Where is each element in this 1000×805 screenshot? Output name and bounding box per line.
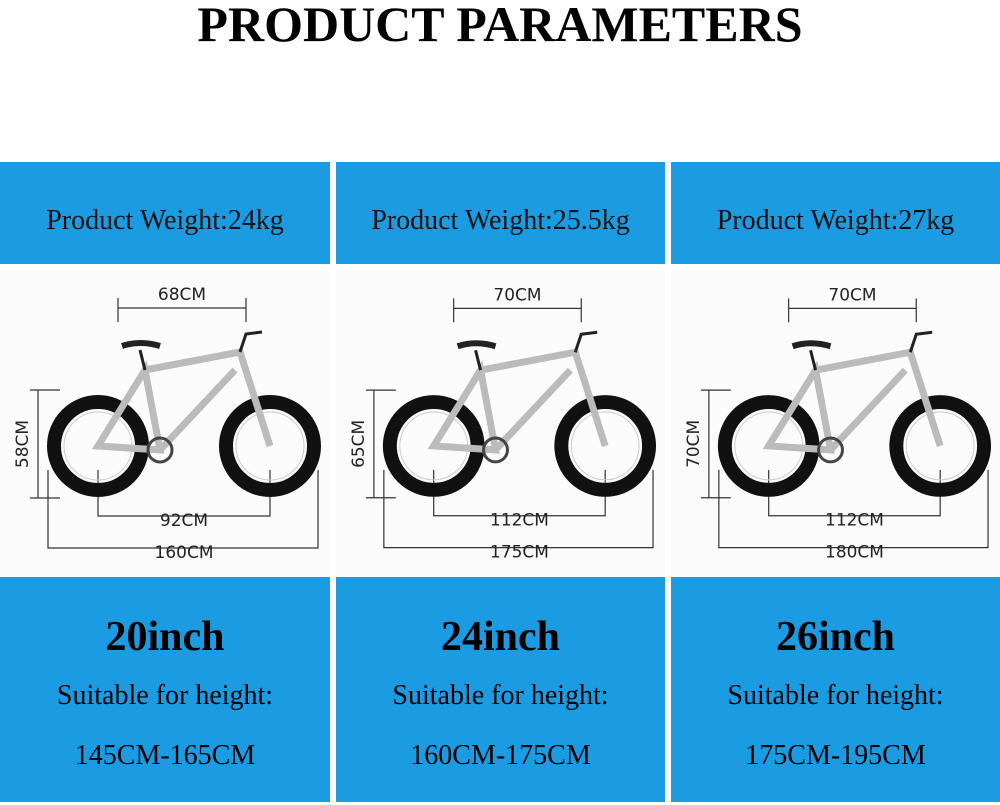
total-length-label: 180CM [825, 542, 884, 562]
bike-dimension-image: 68CM 58CM 92CM 160CM [0, 270, 330, 576]
wheel-size: 26inch [775, 614, 896, 660]
suitable-label: Suitable for height: [56, 680, 274, 711]
product-weight: Product Weight:25.5kg [371, 205, 630, 236]
top-length-label: 70CM [828, 284, 876, 304]
suitable-label: Suitable for height: [727, 680, 944, 711]
top-length-label: 68CM [158, 285, 206, 305]
total-length-label: 175CM [490, 542, 549, 562]
size-banner: 24inch Suitable for height: 160CM-175CM [336, 577, 665, 802]
height-label: 70CM [683, 420, 703, 468]
wheelbase-label: 112CM [490, 510, 549, 530]
height-label: 58CM [13, 420, 33, 468]
height-range: 145CM-165CM [74, 740, 256, 771]
height-range: 175CM-195CM [745, 740, 926, 771]
wheelbase-label: 92CM [160, 511, 208, 531]
size-banner: 20inch Suitable for height: 145CM-165CM [0, 577, 330, 802]
bike-diagram: 68CM 58CM 92CM 160CM [13, 285, 321, 563]
bike-diagram: 70CM 65CM 112CM 175CM [348, 284, 657, 562]
top-length-label: 70CM [493, 284, 541, 304]
weight-banner: Product Weight:25.5kg [336, 162, 665, 264]
total-length-label: 160CM [155, 543, 214, 563]
height-label: 65CM [348, 420, 368, 468]
weight-banner: Product Weight:24kg [0, 162, 330, 264]
wheel-size: 24inch [440, 614, 561, 660]
bike-icon [47, 330, 321, 497]
suitable-label: Suitable for height: [392, 680, 609, 711]
bike-dimension-image: 70CM 65CM 112CM 175CM [336, 270, 665, 576]
bike-icon [382, 330, 657, 497]
product-weight: Product Weight:27kg [716, 205, 955, 236]
bike-diagram: 70CM 70CM 112CM 180CM [683, 284, 992, 562]
bike-icon [717, 330, 992, 497]
page-title: PRODUCT PARAMETERS [197, 0, 803, 52]
model-column: Product Weight:24kg 68CM 58CM 92CM 160CM [0, 162, 330, 802]
weight-banner: Product Weight:27kg [671, 162, 1000, 264]
bike-dimension-image: 70CM 70CM 112CM 180CM [671, 270, 1000, 576]
model-column: Product Weight:25.5kg 70CM 65CM 112CM 17… [336, 162, 665, 802]
wheel-size: 20inch [105, 614, 225, 660]
product-weight: Product Weight:24kg [46, 205, 284, 236]
wheelbase-label: 112CM [825, 510, 884, 530]
size-banner: 26inch Suitable for height: 175CM-195CM [671, 577, 1000, 802]
model-column: Product Weight:27kg 70CM 70CM 112CM 180C… [671, 162, 1000, 802]
height-range: 160CM-175CM [410, 740, 591, 771]
